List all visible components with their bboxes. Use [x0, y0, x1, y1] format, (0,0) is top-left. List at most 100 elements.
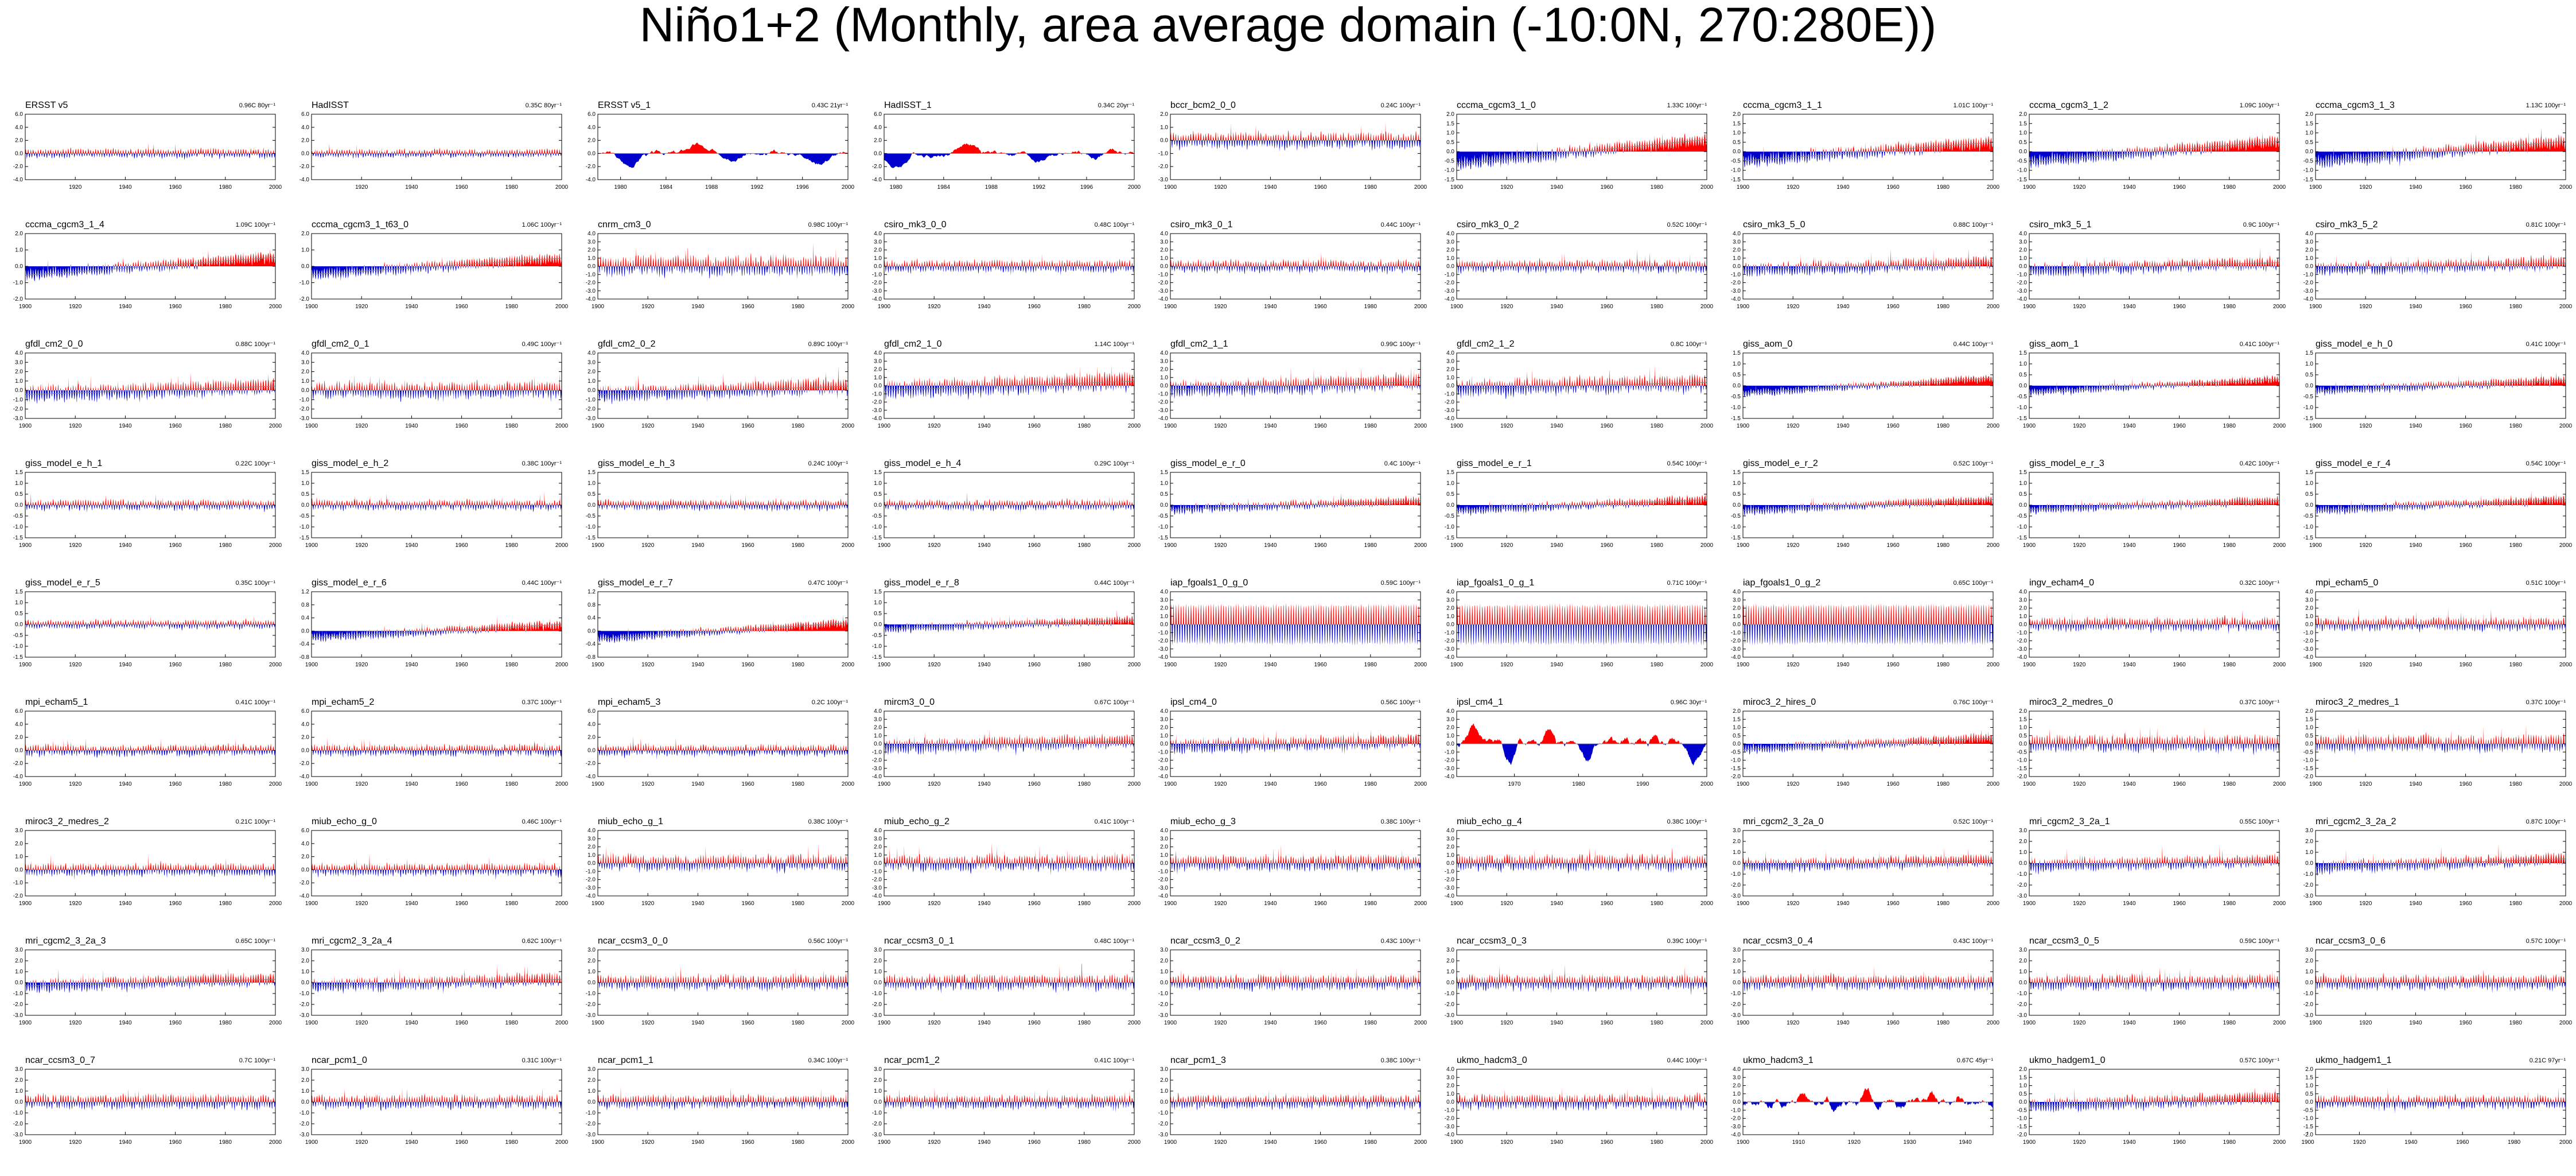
- panel-title: cccma_cgcm3_1_4: [25, 220, 104, 230]
- panel-title: csiro_mk3_0_0: [884, 220, 947, 230]
- y-tick-label: 2.0: [15, 1077, 23, 1084]
- x-tick-label: 1960: [2459, 542, 2472, 549]
- x-tick-label: 1920: [1214, 781, 1227, 787]
- y-tick-label: -1.5: [2303, 177, 2314, 183]
- trend-label: 0.52C 100yr⁻¹: [1953, 460, 1993, 467]
- x-tick-label: 2000: [2559, 662, 2573, 668]
- x-tick-label: 1960: [1886, 662, 1900, 668]
- x-tick-label: 1940: [2409, 662, 2422, 668]
- x-tick-label: 1980: [1651, 1139, 1664, 1146]
- trend-label: 0.44C 100yr⁻¹: [1667, 1057, 1707, 1064]
- x-tick-label: 2000: [1701, 304, 1714, 310]
- y-tick-label: -0.5: [2303, 158, 2314, 164]
- x-tick-label: 1900: [2023, 423, 2036, 429]
- x-tick-label: 1980: [2509, 1020, 2523, 1026]
- x-tick-label: 2000: [842, 304, 855, 310]
- trend-line: [311, 258, 562, 275]
- y-tick-label: -0.5: [1731, 749, 1741, 755]
- y-tick-label: -3.0: [13, 1132, 24, 1138]
- x-tick-label: 1900: [592, 781, 605, 787]
- negative-anomaly-area: [1743, 386, 1993, 397]
- y-tick-label: -1.0: [586, 1110, 596, 1116]
- y-tick-label: 3.0: [15, 828, 23, 834]
- y-tick-label: 4.0: [1733, 231, 1741, 237]
- y-tick-label: 1.0: [1446, 375, 1454, 381]
- x-tick-label: 1960: [169, 901, 182, 907]
- y-tick-label: 3.0: [1446, 1074, 1454, 1081]
- y-tick-label: 0.0: [1733, 1099, 1741, 1105]
- x-tick-label: 1920: [2359, 662, 2372, 668]
- chart-panel: gfdl_cm2_1_2 0.8C 100yr⁻¹ 4.0 3.0 2.0 1.0 0.0-…: [1431, 339, 1718, 459]
- y-tick-label: 4.0: [874, 828, 882, 834]
- negative-anomaly-area: [1170, 983, 1421, 992]
- x-tick-label: 1960: [741, 1139, 754, 1146]
- x-tick-label: 1980: [2509, 304, 2523, 310]
- y-tick-label: 1.0: [587, 852, 596, 859]
- x-tick-label: 1920: [928, 542, 941, 549]
- y-tick-label: -1.5: [13, 535, 24, 541]
- y-tick-label: 1.2: [587, 589, 596, 595]
- y-tick-label: -2.0: [2017, 280, 2028, 286]
- y-tick-label: 4.0: [1446, 708, 1454, 715]
- panel-title: miub_echo_g_2: [884, 817, 950, 826]
- y-tick-label: -1.0: [2017, 991, 2028, 997]
- negative-anomaly-area: [598, 266, 848, 280]
- x-tick-label: 1900: [1737, 781, 1750, 787]
- y-tick-label: -1.0: [2303, 630, 2314, 636]
- x-tick-label: 1900: [592, 901, 605, 907]
- panel-title: giss_model_e_r_5: [25, 578, 100, 588]
- negative-anomaly-area: [598, 390, 848, 405]
- x-tick-label: 1900: [1450, 1139, 1464, 1146]
- y-tick-label: -2.0: [299, 760, 310, 767]
- y-tick-label: -2.0: [299, 296, 310, 302]
- y-tick-label: -2.0: [1445, 758, 1455, 764]
- y-tick-label: -1.5: [2017, 1124, 2028, 1130]
- y-tick-label: 3.0: [15, 359, 23, 366]
- trend-label: 0.87C 100yr⁻¹: [2526, 818, 2566, 825]
- x-tick-label: 1920: [69, 901, 82, 907]
- x-tick-label: 1980: [1937, 542, 1950, 549]
- x-tick-label: 1960: [455, 662, 468, 668]
- trend-label: 0.43C 100yr⁻¹: [1953, 938, 1993, 945]
- x-tick-label: 1940: [691, 781, 705, 787]
- y-tick-label: 1.0: [1160, 852, 1168, 859]
- chart-panel: giss_model_e_h_3 0.24C 100yr⁻¹ 1.5 1.0 0.5 0.…: [573, 459, 859, 578]
- y-tick-label: -2.0: [1445, 638, 1455, 645]
- x-tick-label: 1900: [878, 423, 891, 429]
- chart-panel: giss_model_e_r_7 0.47C 100yr⁻¹ 1.2 0.8 0.4 0.…: [573, 578, 859, 697]
- panel-title: ERSST v5: [25, 100, 68, 110]
- positive-anomaly-area: [2029, 727, 2279, 744]
- panel-title: miroc3_2_medres_1: [2316, 697, 2399, 707]
- page-title: Niño1+2 (Monthly, area average domain (-…: [639, 0, 1937, 52]
- negative-anomaly-area: [312, 631, 526, 642]
- panel-title: ncar_ccsm3_0_0: [598, 936, 668, 946]
- x-tick-label: 2000: [1414, 423, 1427, 429]
- y-tick-label: 1.0: [874, 969, 882, 975]
- y-tick-label: -0.4: [299, 641, 310, 647]
- x-tick-label: 1980: [1078, 781, 1091, 787]
- x-tick-label: 2000: [1414, 901, 1427, 907]
- x-tick-label: 2000: [1701, 781, 1714, 787]
- x-tick-label: 2000: [555, 184, 569, 191]
- y-tick-label: 1.0: [1446, 255, 1454, 262]
- positive-anomaly-area: [1170, 493, 1421, 505]
- negative-anomaly-area: [1457, 863, 1707, 875]
- y-tick-label: -4.0: [299, 774, 310, 780]
- trend-label: 1.13C 100yr⁻¹: [2526, 102, 2566, 109]
- x-tick-label: 1940: [1550, 423, 1563, 429]
- x-tick-label: 1980: [505, 184, 519, 191]
- x-tick-label: 1940: [1550, 901, 1563, 907]
- y-tick-label: 0.0: [301, 1099, 309, 1105]
- y-tick-label: -4.0: [586, 296, 596, 302]
- y-tick-label: 0.0: [2019, 502, 2027, 509]
- negative-anomaly-area: [312, 1102, 562, 1112]
- positive-anomaly-area: [598, 242, 848, 266]
- negative-anomaly-area: [312, 505, 562, 513]
- x-tick-label: 1900: [1164, 304, 1177, 310]
- x-tick-label: 1960: [2173, 423, 2186, 429]
- trend-label: 0.51C 100yr⁻¹: [2526, 580, 2566, 587]
- x-tick-label: 1900: [2023, 901, 2036, 907]
